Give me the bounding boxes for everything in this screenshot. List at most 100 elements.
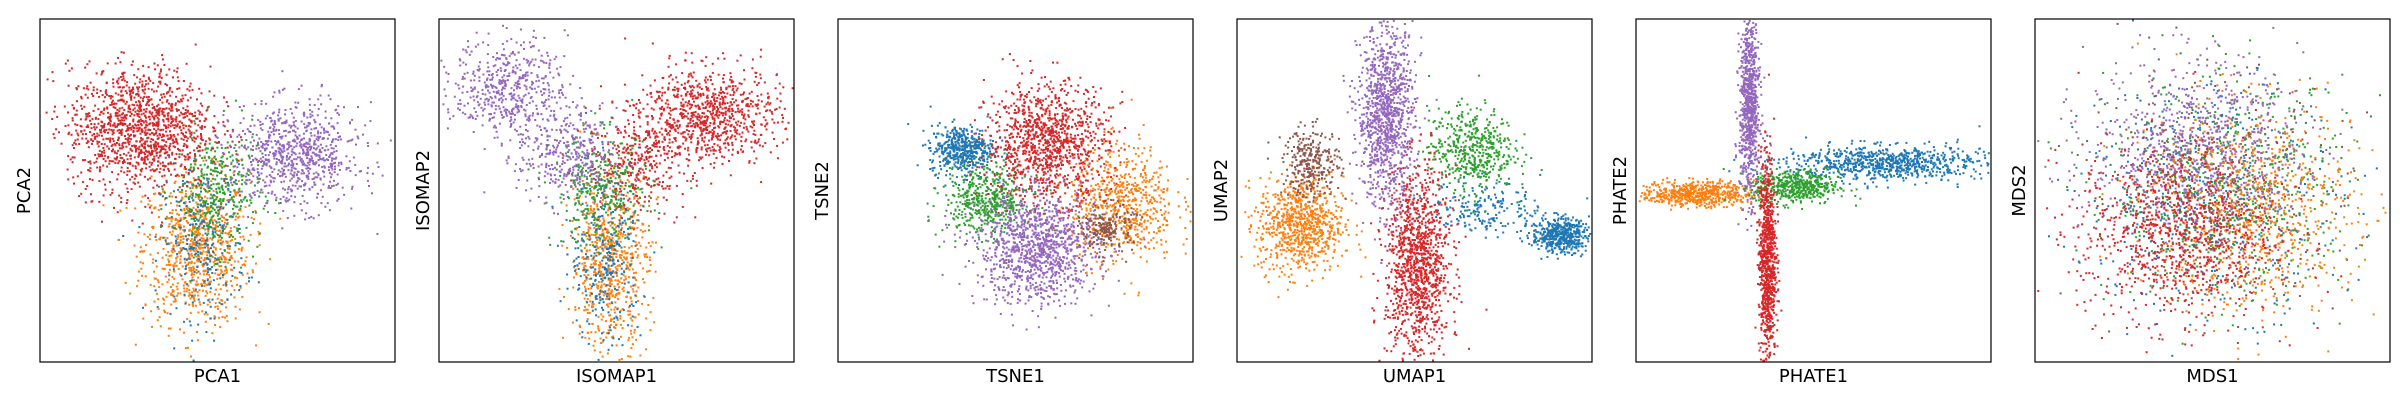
point — [594, 178, 597, 181]
point — [293, 138, 296, 141]
point — [131, 149, 134, 152]
point — [162, 247, 165, 250]
point — [172, 290, 175, 293]
point — [599, 261, 601, 264]
point — [204, 148, 207, 151]
point — [254, 210, 257, 212]
point — [578, 307, 580, 310]
point — [222, 228, 225, 231]
point — [209, 172, 212, 175]
point — [183, 209, 186, 212]
point — [144, 132, 147, 135]
point — [293, 129, 295, 132]
point — [98, 134, 101, 137]
point — [142, 75, 145, 78]
point — [167, 163, 170, 166]
point — [141, 130, 144, 133]
point — [131, 125, 134, 128]
point — [270, 131, 273, 134]
point — [116, 152, 118, 155]
point — [594, 231, 597, 234]
point — [580, 190, 583, 193]
point — [169, 125, 172, 128]
point — [185, 144, 188, 147]
point — [212, 234, 215, 237]
point — [233, 225, 236, 228]
point — [238, 190, 241, 193]
point — [606, 303, 609, 306]
point — [170, 303, 173, 306]
point — [104, 183, 106, 186]
point — [188, 303, 191, 306]
point — [319, 189, 322, 192]
point — [119, 130, 122, 132]
point — [245, 183, 248, 186]
point — [612, 185, 615, 188]
point — [630, 303, 633, 306]
point — [597, 133, 600, 136]
point — [76, 175, 79, 178]
point — [606, 352, 609, 355]
point — [609, 280, 612, 283]
point — [238, 215, 241, 218]
point — [566, 246, 569, 249]
point — [143, 95, 146, 98]
point — [632, 276, 635, 279]
point — [609, 252, 611, 255]
point — [158, 72, 161, 75]
point — [577, 200, 580, 203]
point — [175, 70, 178, 73]
point — [86, 85, 89, 88]
point — [261, 165, 264, 167]
point — [192, 166, 195, 169]
point — [609, 246, 612, 249]
point — [291, 161, 294, 164]
point — [185, 264, 188, 267]
point — [231, 184, 234, 187]
point — [630, 332, 633, 335]
point — [122, 235, 125, 237]
point — [304, 126, 306, 129]
point — [599, 173, 602, 176]
point — [601, 239, 604, 242]
point — [329, 180, 332, 183]
point — [192, 213, 195, 216]
point — [229, 268, 232, 271]
point — [118, 144, 121, 147]
point — [179, 292, 182, 295]
point — [112, 140, 115, 143]
point — [185, 195, 188, 198]
point — [207, 268, 210, 271]
point — [234, 317, 237, 320]
point — [575, 272, 578, 274]
point — [598, 225, 600, 228]
point — [594, 308, 597, 311]
point — [209, 237, 212, 240]
point — [248, 156, 251, 158]
point — [172, 294, 175, 297]
point — [205, 159, 208, 162]
point — [633, 331, 636, 334]
point — [206, 203, 209, 206]
point — [104, 160, 107, 163]
point — [96, 135, 99, 138]
point — [590, 331, 593, 334]
point — [220, 203, 222, 205]
point — [607, 195, 609, 198]
point — [101, 71, 104, 74]
point — [199, 142, 202, 145]
point — [182, 116, 185, 119]
point — [200, 133, 202, 136]
point — [182, 124, 185, 127]
point — [141, 222, 144, 225]
point — [603, 268, 606, 271]
point — [103, 108, 105, 111]
point — [283, 165, 286, 168]
point — [181, 149, 184, 152]
point — [216, 263, 219, 266]
point — [97, 108, 100, 111]
point — [595, 229, 597, 232]
point — [290, 150, 293, 153]
point — [86, 63, 89, 66]
point — [254, 157, 257, 160]
